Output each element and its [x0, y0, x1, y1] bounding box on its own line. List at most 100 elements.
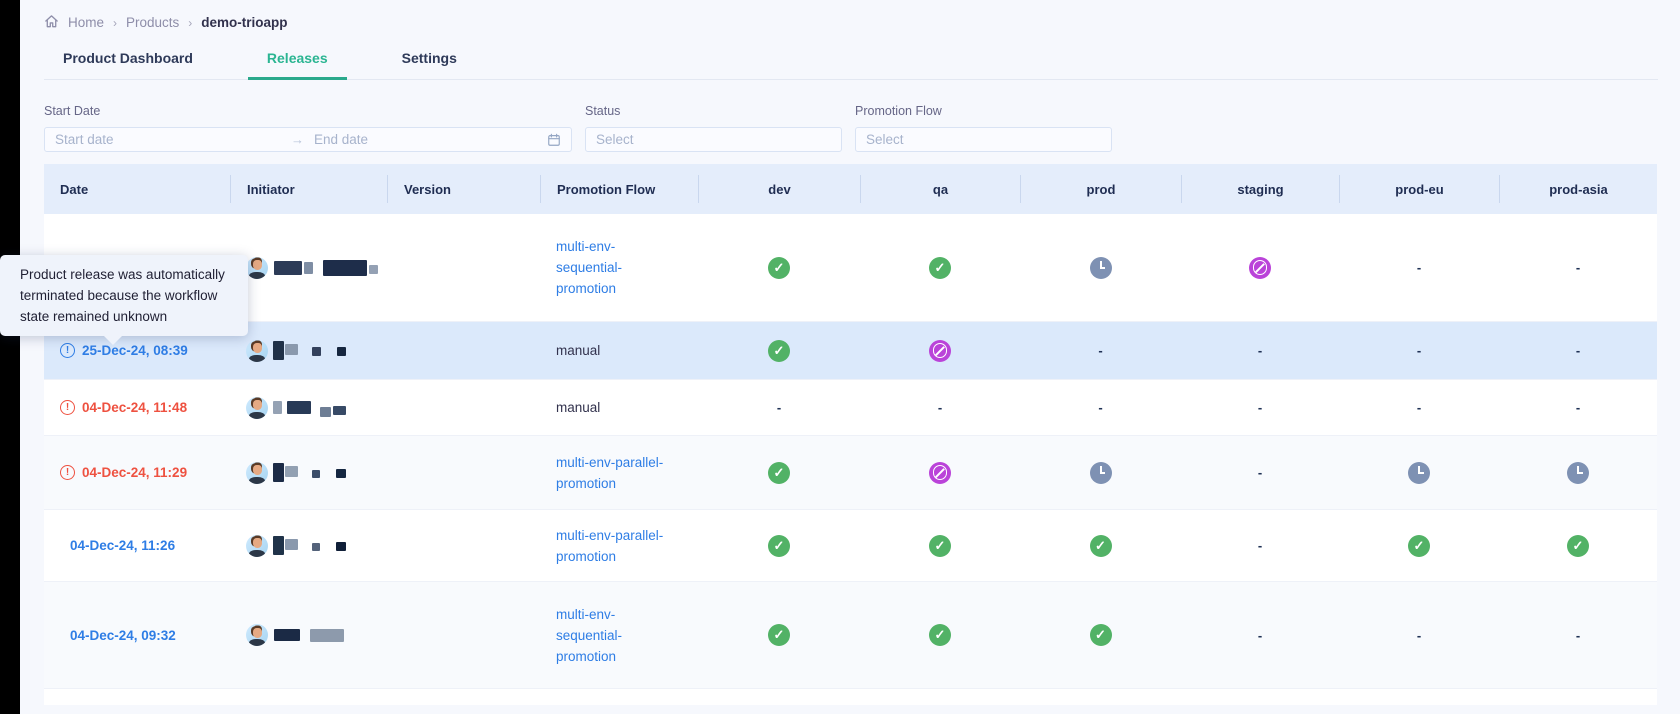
no-status-dash: - [1575, 260, 1581, 275]
env-cell-qa [860, 510, 1020, 581]
no-status-dash: - [1575, 627, 1581, 643]
termination-tooltip: Product release was automatically termin… [0, 255, 248, 345]
env-cell-prod: - [1020, 380, 1181, 435]
release-date-text[interactable]: 25-Dec-24, 08:39 [82, 343, 188, 358]
release-date-text[interactable]: 04-Dec-24, 11:26 [70, 538, 176, 553]
table-body: multi-env-sequential-promotion - -! 25-Dec-… [44, 214, 1657, 705]
alert-circle-icon[interactable]: ! [60, 343, 75, 358]
initiator-name-redacted [369, 264, 378, 274]
no-status-dash: - [937, 400, 943, 415]
initiator-name-redacted [273, 401, 282, 414]
env-cell-prod-eu: - [1339, 322, 1499, 379]
status-success-icon[interactable] [768, 256, 790, 279]
env-cell-prod-eu: - [1339, 214, 1499, 321]
promotion-flow-label: Promotion Flow [855, 104, 942, 118]
env-cell-dev [698, 582, 860, 688]
column-header-promotion-flow: Promotion Flow [540, 175, 698, 203]
release-date-link[interactable]: ! 25-Dec-24, 08:39 [60, 343, 188, 358]
table-header: Date Initiator Version Promotion Flow de… [44, 164, 1657, 214]
promotion-flow-link[interactable]: multi-env-parallel-promotion [556, 527, 664, 564]
tab-product-dashboard[interactable]: Product Dashboard [63, 50, 193, 66]
release-date-text[interactable]: 04-Dec-24, 11:29 [82, 465, 188, 480]
column-header-dev: dev [698, 175, 860, 203]
env-cell-qa [860, 436, 1020, 509]
version-cell [387, 214, 540, 321]
env-cell-dev [698, 689, 860, 705]
initiator-name-redacted [336, 469, 346, 478]
status-success-icon[interactable] [768, 339, 790, 362]
release-date-text[interactable]: 04-Dec-24, 11:48 [82, 400, 188, 415]
status-success-icon[interactable] [768, 461, 790, 484]
start-date-label: Start Date [44, 104, 101, 118]
tab-settings[interactable]: Settings [401, 50, 457, 66]
breadcrumb-separator: › [113, 15, 118, 30]
breadcrumb-current-product: demo-trioapp [201, 15, 288, 30]
release-date-link[interactable]: ! 04-Dec-24, 11:48 [60, 400, 187, 415]
initiator-name-redacted [274, 629, 300, 641]
tab-releases[interactable]: Releases [247, 40, 347, 80]
calendar-icon[interactable] [547, 133, 561, 147]
promotion-flow-select[interactable]: Select [855, 127, 1112, 152]
table-row: multi-env-sequential-promotion - - [44, 214, 1657, 321]
status-pending-icon[interactable] [1089, 256, 1112, 279]
initiator-avatar [246, 256, 268, 279]
release-date-link[interactable]: ! 04-Dec-24, 11:29 [60, 465, 187, 480]
initiator-cell [230, 689, 387, 705]
home-icon [44, 14, 59, 29]
status-terminated-icon[interactable] [1249, 256, 1271, 279]
status-success-icon[interactable] [929, 624, 951, 646]
start-date-placeholder[interactable]: Start date [55, 132, 114, 147]
status-success-icon[interactable] [1408, 534, 1430, 557]
promotion-flow-link[interactable]: multi-env-parallel-promotion [556, 454, 664, 491]
initiator-name-redacted [312, 469, 320, 478]
env-cell-qa [860, 582, 1020, 688]
status-terminated-icon[interactable] [929, 339, 951, 362]
filter-promotion-flow: Promotion Flow Select [855, 104, 1112, 152]
env-cell-prod-asia: - [1499, 322, 1657, 379]
table-row: ! 25-Dec-24, 08:39 manual - - - - [44, 321, 1657, 379]
column-header-prod: prod [1020, 175, 1181, 203]
page-content: Home › Products › demo-trioapp Product D… [20, 0, 1680, 705]
breadcrumb-products[interactable]: Products [126, 15, 180, 30]
env-cell-dev: - [698, 380, 860, 435]
status-success-icon[interactable] [1567, 534, 1589, 557]
status-pending-icon[interactable] [1408, 461, 1430, 484]
version-cell [387, 322, 540, 379]
initiator-cell [230, 380, 387, 435]
alert-circle-icon[interactable]: ! [60, 400, 75, 415]
env-cell-prod-asia [1499, 689, 1657, 705]
promotion-flow-link[interactable]: multi-env-sequential-promotion [556, 239, 623, 296]
date-range-picker[interactable]: Start date → End date [44, 127, 572, 152]
env-cell-prod-eu: - [1339, 582, 1499, 688]
status-success-icon[interactable] [1089, 534, 1112, 557]
status-pending-icon[interactable] [1567, 461, 1589, 484]
status-select[interactable]: Select [585, 127, 842, 152]
table-row: ! 04-Dec-24, 11:29 multi-env-parallel-prom… [44, 435, 1657, 509]
status-terminated-icon[interactable] [929, 461, 951, 484]
env-cell-dev [698, 436, 860, 509]
status-success-icon[interactable] [929, 534, 951, 557]
promotion-flow-select-placeholder: Select [866, 132, 904, 147]
status-success-icon[interactable] [768, 534, 790, 557]
column-header-version: Version [387, 175, 540, 203]
alert-circle-icon[interactable]: ! [60, 465, 75, 480]
status-success-icon[interactable] [929, 256, 951, 279]
release-date-text[interactable]: 04-Dec-24, 09:32 [70, 627, 176, 643]
release-date-link[interactable]: 04-Dec-24, 09:32 [70, 628, 176, 643]
status-success-icon[interactable] [1089, 624, 1112, 646]
breadcrumb-home[interactable]: Home [68, 15, 105, 30]
version-cell [387, 380, 540, 435]
env-cell-staging: - [1181, 322, 1339, 379]
env-cell-prod-asia: - [1499, 380, 1657, 435]
no-status-dash: - [776, 400, 782, 415]
promotion-flow-link[interactable]: multi-env-sequential-promotion [556, 606, 623, 664]
initiator-name-redacted [312, 542, 320, 551]
status-success-icon[interactable] [768, 624, 790, 646]
release-date-link[interactable]: 04-Dec-24, 11:26 [70, 538, 175, 553]
end-date-placeholder[interactable]: End date [314, 132, 369, 147]
status-pending-icon[interactable] [1089, 461, 1112, 484]
env-cell-prod-eu [1339, 436, 1499, 509]
no-status-dash: - [1416, 260, 1422, 275]
initiator-name-redacted [273, 536, 284, 555]
